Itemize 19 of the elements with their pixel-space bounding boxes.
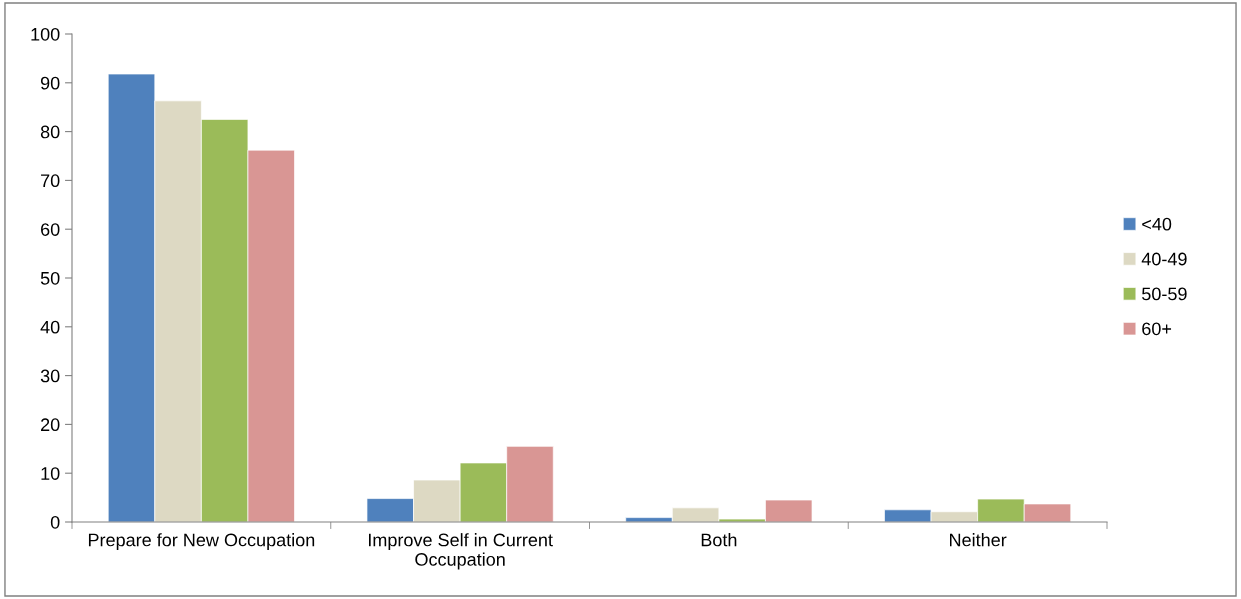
legend-label: 40-49: [1141, 252, 1187, 266]
y-tick-label: 100: [31, 27, 60, 41]
y-tick-label: 40: [40, 320, 60, 334]
y-tick-label: 70: [41, 174, 60, 188]
y-tick-label: 60: [41, 223, 60, 236]
y-tick-label: 20: [41, 418, 60, 432]
y-tick-label: 0: [50, 515, 60, 529]
x-tick-label: Prepare for New Occupation: [88, 533, 315, 550]
x-tick-label: Neither: [950, 533, 1007, 547]
legend-label: <40: [1142, 217, 1172, 231]
y-tick-label: 90: [40, 76, 60, 90]
y-tick-label: 80: [40, 125, 60, 139]
y-tick-label: 10: [41, 467, 60, 480]
legend-label: 50-59: [1142, 287, 1187, 301]
y-tick-label: 50: [40, 271, 60, 285]
y-tick-label: 30: [40, 369, 60, 383]
x-tick-label: Improve Self in Current Occupation: [368, 533, 553, 570]
x-tick-label: Both: [701, 533, 737, 547]
legend-label: 60+: [1142, 322, 1172, 336]
